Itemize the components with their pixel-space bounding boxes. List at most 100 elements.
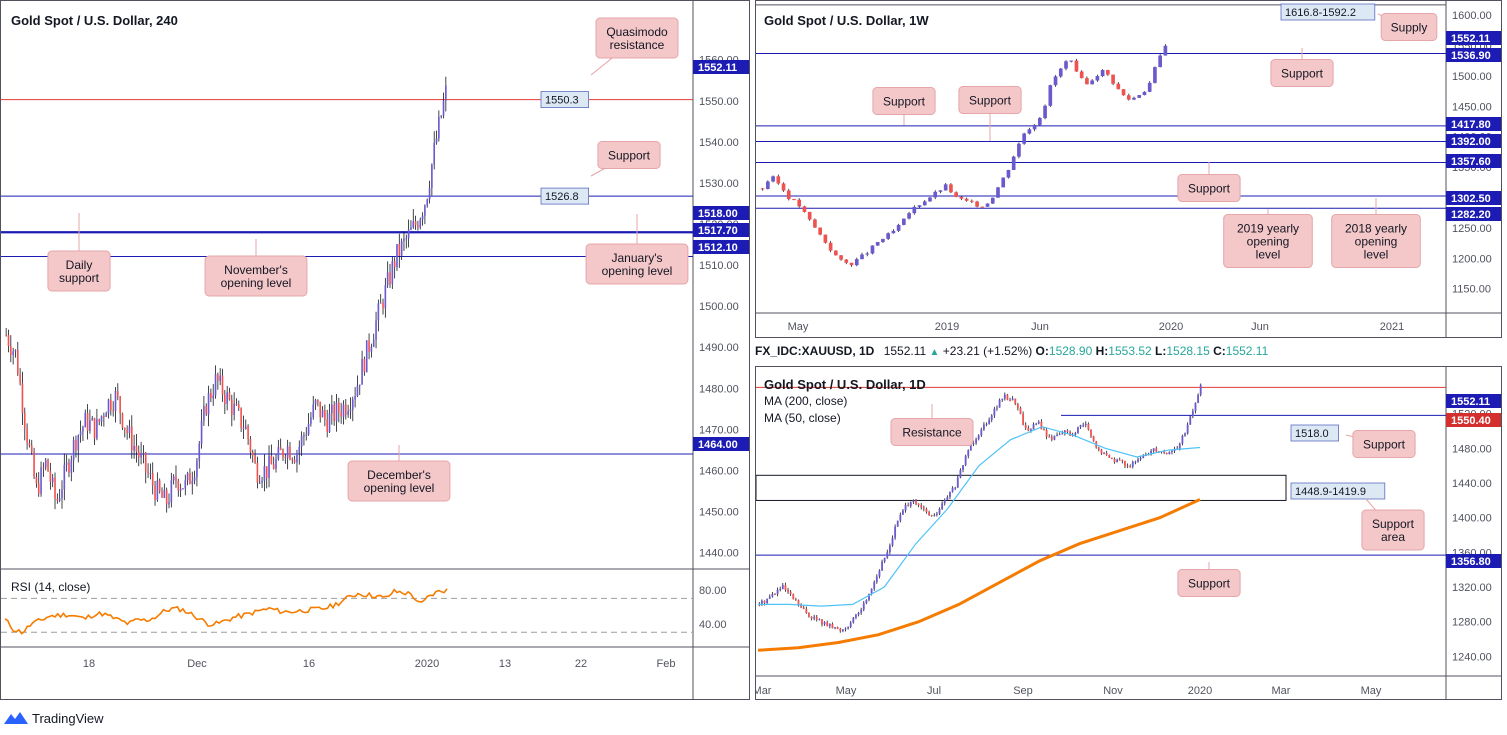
d1-candle xyxy=(855,614,857,618)
d1-candle xyxy=(954,487,957,489)
h4-candle xyxy=(84,412,87,428)
h4-chart-svg[interactable]: 1440.00 1450.00 1460.00 1470.00 1480.00 1490.… xyxy=(1,1,750,700)
d1-candle xyxy=(836,627,839,629)
w1-candle xyxy=(776,176,781,184)
w1-candle xyxy=(1100,69,1105,77)
h4-candle xyxy=(168,502,170,505)
h4-candle xyxy=(156,480,159,500)
chart-panel-h4[interactable]: 1440.00 1450.00 1460.00 1470.00 1480.00 1490.… xyxy=(0,0,750,700)
w1-candle xyxy=(1126,95,1131,100)
h4-candle xyxy=(231,399,233,415)
d1-candle xyxy=(969,444,972,451)
d1-candle xyxy=(873,581,876,589)
d1-candle xyxy=(1134,461,1137,463)
h4-candle xyxy=(363,358,366,373)
close-label: C: xyxy=(1213,344,1226,358)
d1-y-tick: 1240.00 xyxy=(1452,651,1492,663)
d1-candle xyxy=(839,628,842,632)
w1-candle xyxy=(1121,89,1126,96)
close-value: 1552.11 xyxy=(1225,344,1269,358)
d1-candle xyxy=(935,513,938,515)
h4-axis-flag-text: 1464.00 xyxy=(698,439,738,451)
h4-candle xyxy=(86,412,89,431)
w1-candle xyxy=(1001,177,1006,188)
weekly-chart-svg[interactable]: 1150.001200.001250.001300.001350.001400.… xyxy=(756,1,1502,338)
rsi-y-tick: 80.00 xyxy=(699,585,727,597)
h4-candle xyxy=(154,485,156,500)
h4-x-tick: Dec xyxy=(187,658,207,670)
d1-candle xyxy=(1152,448,1155,451)
w1-candle xyxy=(990,197,995,204)
d1-candle xyxy=(1087,423,1090,430)
d1-candle xyxy=(823,622,826,625)
w1-candle xyxy=(1106,69,1110,75)
w1-candle xyxy=(917,205,922,207)
d1-candle xyxy=(1199,384,1202,395)
h4-candle xyxy=(219,375,221,382)
h4-callout-text: November's xyxy=(224,263,288,277)
w1-callout-text: 2018 yearly xyxy=(1345,222,1407,236)
h4-candle xyxy=(49,471,52,482)
d1-candle xyxy=(1030,429,1032,431)
h4-candle xyxy=(331,404,333,414)
w1-candle xyxy=(1006,169,1011,178)
h4-axis-flag-bg xyxy=(693,437,749,451)
w1-callout-text: Support xyxy=(1281,67,1324,81)
h4-candle xyxy=(268,455,270,479)
d1-candle xyxy=(1063,430,1066,434)
h4-candle xyxy=(184,480,187,489)
h4-candle xyxy=(91,418,94,421)
chart-panel-weekly[interactable]: 1150.001200.001250.001300.001350.001400.… xyxy=(755,0,1502,338)
h4-candle xyxy=(137,451,140,458)
w1-candle xyxy=(818,227,822,235)
rsi-label: RSI (14, close) xyxy=(11,580,91,594)
h4-candle xyxy=(163,489,166,498)
h4-candle xyxy=(351,399,354,410)
d1-candle xyxy=(1137,459,1139,462)
d1-candle xyxy=(794,599,797,601)
d1-candle xyxy=(818,619,821,621)
w1-candle xyxy=(1038,118,1042,125)
h4-candle xyxy=(244,426,247,429)
w1-candle xyxy=(907,213,911,219)
ohlc-bar: FX_IDC:XAUUSD, 1D 1552.11 ▲ +23.21 (+1.5… xyxy=(755,344,1268,358)
d1-candle xyxy=(899,514,902,521)
d1-candle xyxy=(1155,448,1158,452)
h4-candle xyxy=(393,261,396,268)
h4-candle xyxy=(275,458,277,469)
tradingview-footer[interactable]: TradingView xyxy=(4,710,104,726)
d1-candle xyxy=(828,623,831,627)
h4-x-tick: 2020 xyxy=(415,658,439,670)
h4-callout-text: January's xyxy=(612,251,663,265)
w1-candle xyxy=(792,199,796,201)
d1-candle xyxy=(821,619,823,625)
h4-candle xyxy=(314,400,317,405)
h4-candle xyxy=(130,426,133,451)
w1-axis-flag-text: 1417.80 xyxy=(1451,119,1491,131)
d1-candle xyxy=(904,504,907,511)
d1-candle xyxy=(1082,425,1085,427)
h4-candle xyxy=(110,399,112,411)
w1-candle xyxy=(1058,68,1063,77)
w1-candle xyxy=(854,259,859,266)
h4-candle xyxy=(442,100,445,116)
w1-callout-text: level xyxy=(1256,248,1281,262)
d1-x-tick: Mar xyxy=(756,685,772,697)
daily-chart-svg[interactable]: 1240.001280.001320.001360.001400.001440.… xyxy=(756,367,1502,700)
h4-candle xyxy=(265,466,268,479)
chart-panel-daily[interactable]: 1240.00 1280.00 1320.00 1360.00 1400.00 1440.… xyxy=(755,366,1502,700)
d1-candle xyxy=(761,600,763,605)
d1-candle xyxy=(917,503,920,506)
h4-candle xyxy=(403,238,405,241)
h4-candle xyxy=(312,404,315,418)
price-change: +23.21 (+1.52%) xyxy=(942,344,1033,358)
h4-candle xyxy=(349,409,352,412)
w1-candle xyxy=(881,238,885,243)
h4-candle xyxy=(16,350,19,375)
w1-candle xyxy=(786,190,791,200)
d1-candle xyxy=(941,503,944,509)
h4-candle xyxy=(75,439,77,451)
w1-x-tick: May xyxy=(788,321,809,333)
d1-candle xyxy=(938,508,941,514)
h4-candle xyxy=(58,498,61,501)
